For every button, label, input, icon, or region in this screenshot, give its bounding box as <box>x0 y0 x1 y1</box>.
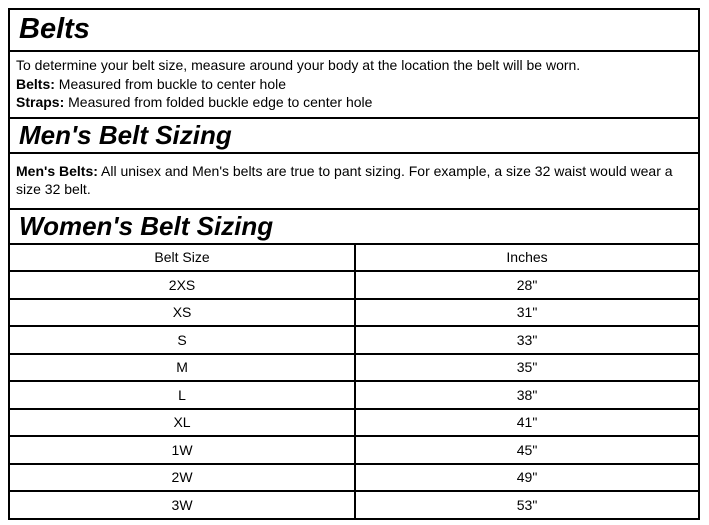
table-row: XS 31" <box>10 297 698 325</box>
column-header-inches: Inches <box>506 249 548 266</box>
table-row: L 38" <box>10 380 698 408</box>
belt-size-value: 2XS <box>10 272 357 298</box>
inches-value: 38" <box>516 386 538 403</box>
table-row: 2XS 28" <box>10 270 698 298</box>
womens-size-table: Belt Size Inches 2XS 28" XS 31" S 33" M … <box>10 244 698 518</box>
table-row: XL 41" <box>10 407 698 435</box>
table-row: M 35" <box>10 352 698 380</box>
mens-belts-text: All unisex and Men's belts are true to p… <box>16 162 673 198</box>
mens-belt-sizing-heading: Men's Belt Sizing <box>10 118 698 154</box>
inches-value: 49" <box>516 469 538 486</box>
womens-belt-sizing-heading: Women's Belt Sizing <box>10 209 698 245</box>
table-row: 3W 53" <box>10 490 698 518</box>
intro-line-belts: Belts: Measured from buckle to center ho… <box>16 75 690 94</box>
belts-label: Belts: <box>16 75 55 92</box>
table-header-row: Belt Size Inches <box>10 244 698 270</box>
intro-paragraph: To determine your belt size, measure aro… <box>10 52 698 119</box>
intro-line-measure: To determine your belt size, measure aro… <box>16 57 581 73</box>
inches-value: 45" <box>516 441 538 458</box>
table-row: 1W 45" <box>10 435 698 463</box>
column-header-belt-size: Belt Size <box>10 244 357 270</box>
belts-text: Measured from buckle to center hole <box>54 75 287 92</box>
inches-value: 31" <box>516 304 538 321</box>
belt-size-value: XS <box>10 299 357 325</box>
belt-size-value: XL <box>10 409 357 435</box>
inches-value: 35" <box>516 359 538 376</box>
intro-line-straps: Straps: Measured from folded buckle edge… <box>16 93 690 112</box>
inches-value: 28" <box>516 276 538 293</box>
inches-value: 33" <box>516 331 538 348</box>
straps-text: Measured from folded buckle edge to cent… <box>64 94 373 110</box>
mens-belts-label: Men's Belts: <box>16 162 98 179</box>
inches-value: 53" <box>516 496 538 513</box>
belt-size-value: M <box>10 354 357 380</box>
belt-sizing-document: Belts To determine your belt size, measu… <box>8 8 700 520</box>
inches-value: 41" <box>516 414 538 431</box>
page-title: Belts <box>10 10 698 52</box>
table-row: S 33" <box>10 325 698 353</box>
straps-label: Straps: <box>16 94 65 110</box>
belt-size-value: S <box>10 327 357 353</box>
belt-size-value: L <box>10 382 357 408</box>
belt-size-value: 3W <box>10 492 357 518</box>
belt-size-value: 2W <box>10 464 357 490</box>
belt-size-value: 1W <box>10 437 357 463</box>
mens-belt-paragraph: Men's Belts: All unisex and Men's belts … <box>10 153 698 210</box>
table-row: 2W 49" <box>10 462 698 490</box>
